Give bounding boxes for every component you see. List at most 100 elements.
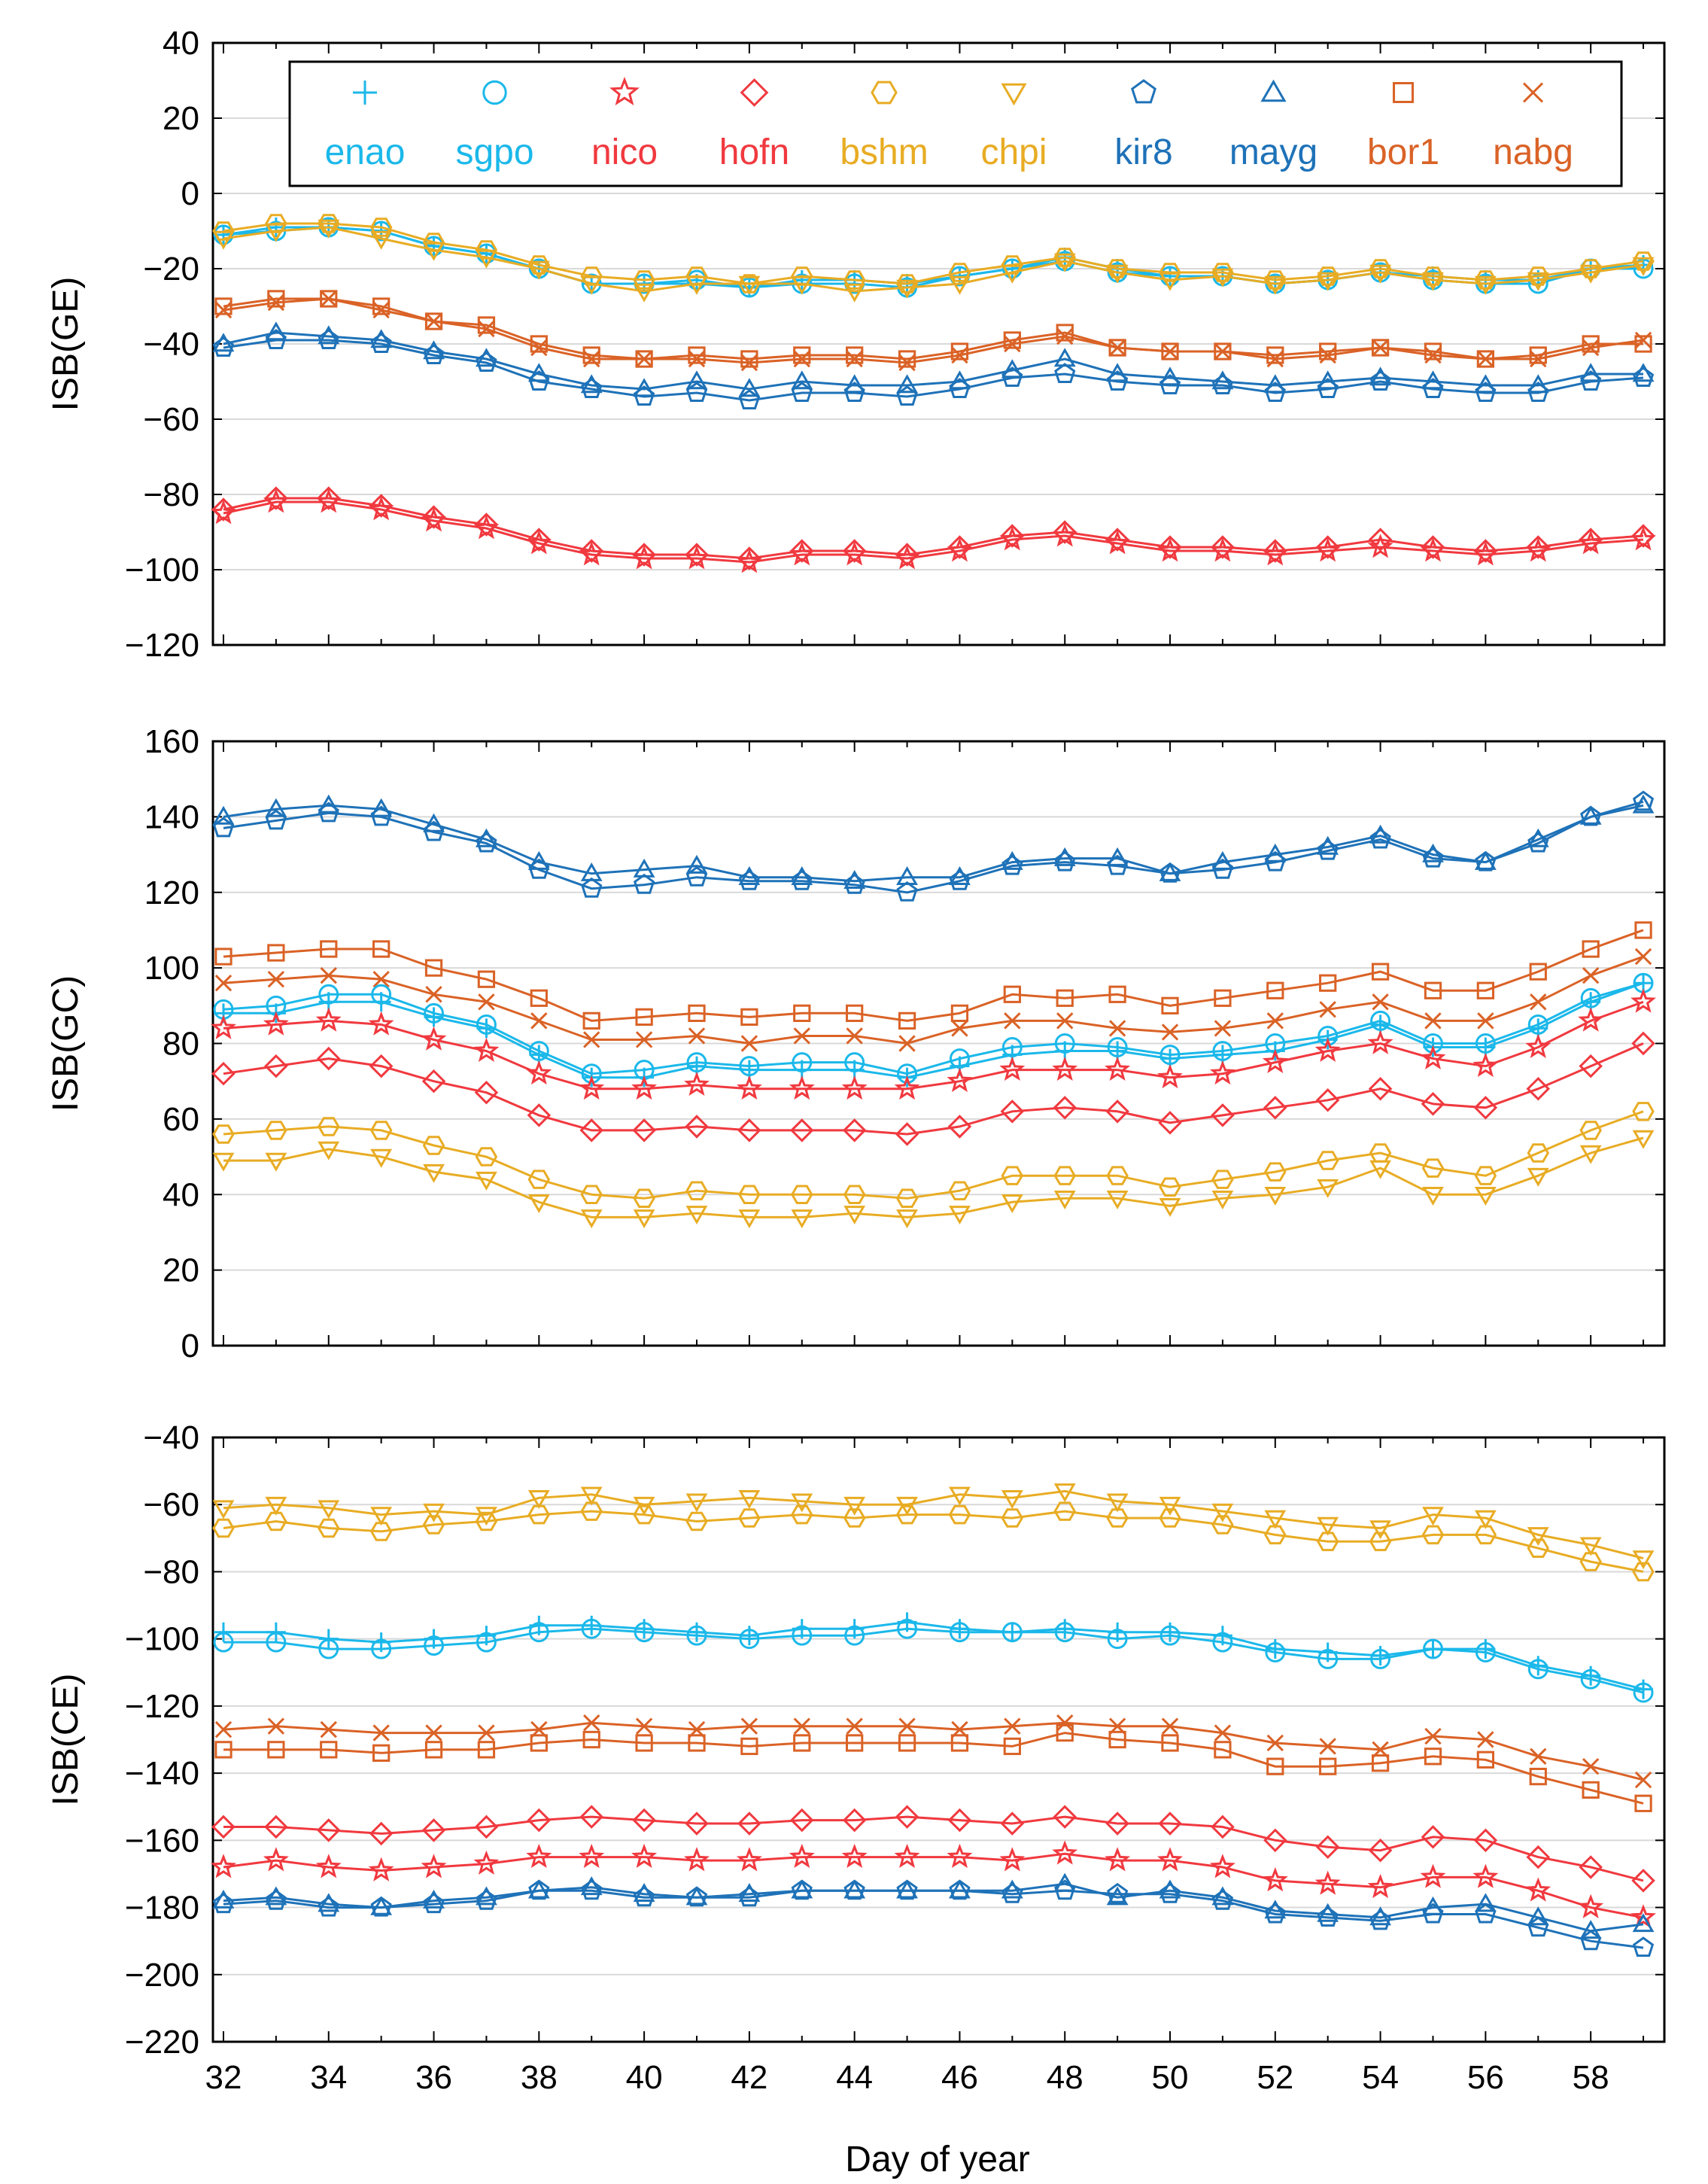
data-point <box>530 1734 548 1752</box>
data-point <box>896 279 918 299</box>
data-point <box>318 1117 340 1136</box>
data-point <box>1108 1020 1126 1037</box>
data-point <box>740 1717 758 1735</box>
x-tick-labels: 32 34 36 38 40 42 44 46 48 50 52 54 56 58 <box>205 2059 1609 2096</box>
data-point <box>1265 1639 1285 1659</box>
data-point <box>1477 350 1494 368</box>
data-point <box>1369 264 1391 284</box>
x-tick-label: 38 <box>521 2059 558 2096</box>
data-point <box>1106 1886 1129 1906</box>
data-point <box>1317 1648 1339 1669</box>
data-point <box>212 336 235 357</box>
data-point <box>740 1737 758 1756</box>
data-point <box>1422 843 1444 862</box>
data-point <box>579 1118 604 1142</box>
data-point <box>423 1893 445 1914</box>
data-point <box>1370 1645 1390 1665</box>
data-point <box>791 1879 813 1900</box>
data-point <box>686 1625 707 1646</box>
data-point <box>425 312 442 330</box>
data-point <box>476 1632 497 1653</box>
data-point <box>580 1185 603 1204</box>
data-point <box>369 1821 394 1846</box>
data-point <box>212 1500 235 1519</box>
data-point <box>424 959 443 977</box>
data-point <box>1156 1847 1183 1872</box>
data-point <box>580 1876 603 1896</box>
data-point <box>423 340 445 360</box>
x-tick-label: 46 <box>941 2059 978 2096</box>
data-point <box>265 1152 287 1172</box>
data-point <box>1263 1096 1287 1120</box>
y-tick-label: 0 <box>181 1328 199 1364</box>
data-point <box>1211 850 1234 870</box>
data-point <box>789 1075 815 1100</box>
data-point <box>424 236 445 257</box>
data-point <box>369 1121 393 1140</box>
data-point <box>1158 1811 1182 1836</box>
y-tick-label: −100 <box>125 1621 199 1658</box>
data-point <box>1316 1151 1339 1170</box>
x-tick-label: 52 <box>1257 2059 1293 2096</box>
data-point <box>320 290 337 308</box>
series-nabg <box>214 1714 1652 1789</box>
data-point <box>212 1518 235 1538</box>
data-point <box>789 1118 814 1142</box>
data-point <box>265 1496 287 1516</box>
data-point <box>1368 528 1393 552</box>
data-point <box>1477 1731 1494 1748</box>
series-line <box>223 1732 1644 1805</box>
series-line <box>223 1852 1644 1919</box>
data-point <box>1527 828 1549 847</box>
data-point <box>473 1850 500 1875</box>
data-point <box>318 1141 340 1160</box>
data-point <box>1527 273 1548 294</box>
data-point <box>895 1188 919 1208</box>
data-point <box>527 850 550 870</box>
data-point <box>951 1020 968 1037</box>
data-point <box>579 539 604 563</box>
data-point <box>634 1619 655 1639</box>
data-point <box>793 346 811 364</box>
data-point <box>1474 1893 1497 1912</box>
data-point <box>369 217 393 237</box>
data-point <box>421 1026 447 1051</box>
data-point <box>635 1008 653 1027</box>
data-point <box>1371 963 1390 981</box>
data-point <box>684 1847 710 1872</box>
data-point <box>1582 966 1600 984</box>
data-point <box>1314 1870 1341 1895</box>
data-point <box>1262 1048 1288 1073</box>
data-point <box>1634 1679 1654 1699</box>
data-point <box>688 1027 706 1045</box>
data-point <box>633 858 655 878</box>
data-point <box>1003 985 1021 1003</box>
series-line <box>223 500 1644 564</box>
data-point <box>1525 1877 1551 1902</box>
data-point <box>370 329 393 348</box>
data-point <box>789 539 814 563</box>
data-point <box>1317 370 1339 390</box>
data-point <box>1632 1936 1655 1957</box>
data-point <box>1632 790 1655 811</box>
data-point <box>793 1734 811 1752</box>
data-point <box>948 1486 971 1506</box>
data-point <box>895 274 919 294</box>
series-chpi <box>212 1130 1655 1229</box>
data-point <box>1159 1177 1181 1197</box>
data-point <box>948 1181 971 1200</box>
data-point <box>1421 1158 1445 1178</box>
data-point <box>948 1504 971 1525</box>
data-point <box>632 1118 656 1142</box>
data-point <box>1580 805 1602 826</box>
data-point <box>320 1741 338 1759</box>
data-point <box>476 832 497 853</box>
data-point <box>999 1056 1026 1081</box>
data-point <box>1159 862 1181 881</box>
data-point <box>315 1007 342 1032</box>
data-point <box>1266 981 1284 999</box>
data-point <box>841 1075 868 1100</box>
data-point <box>1262 1866 1288 1892</box>
data-point <box>1475 1642 1496 1662</box>
y-tick-label: −180 <box>125 1890 199 1927</box>
